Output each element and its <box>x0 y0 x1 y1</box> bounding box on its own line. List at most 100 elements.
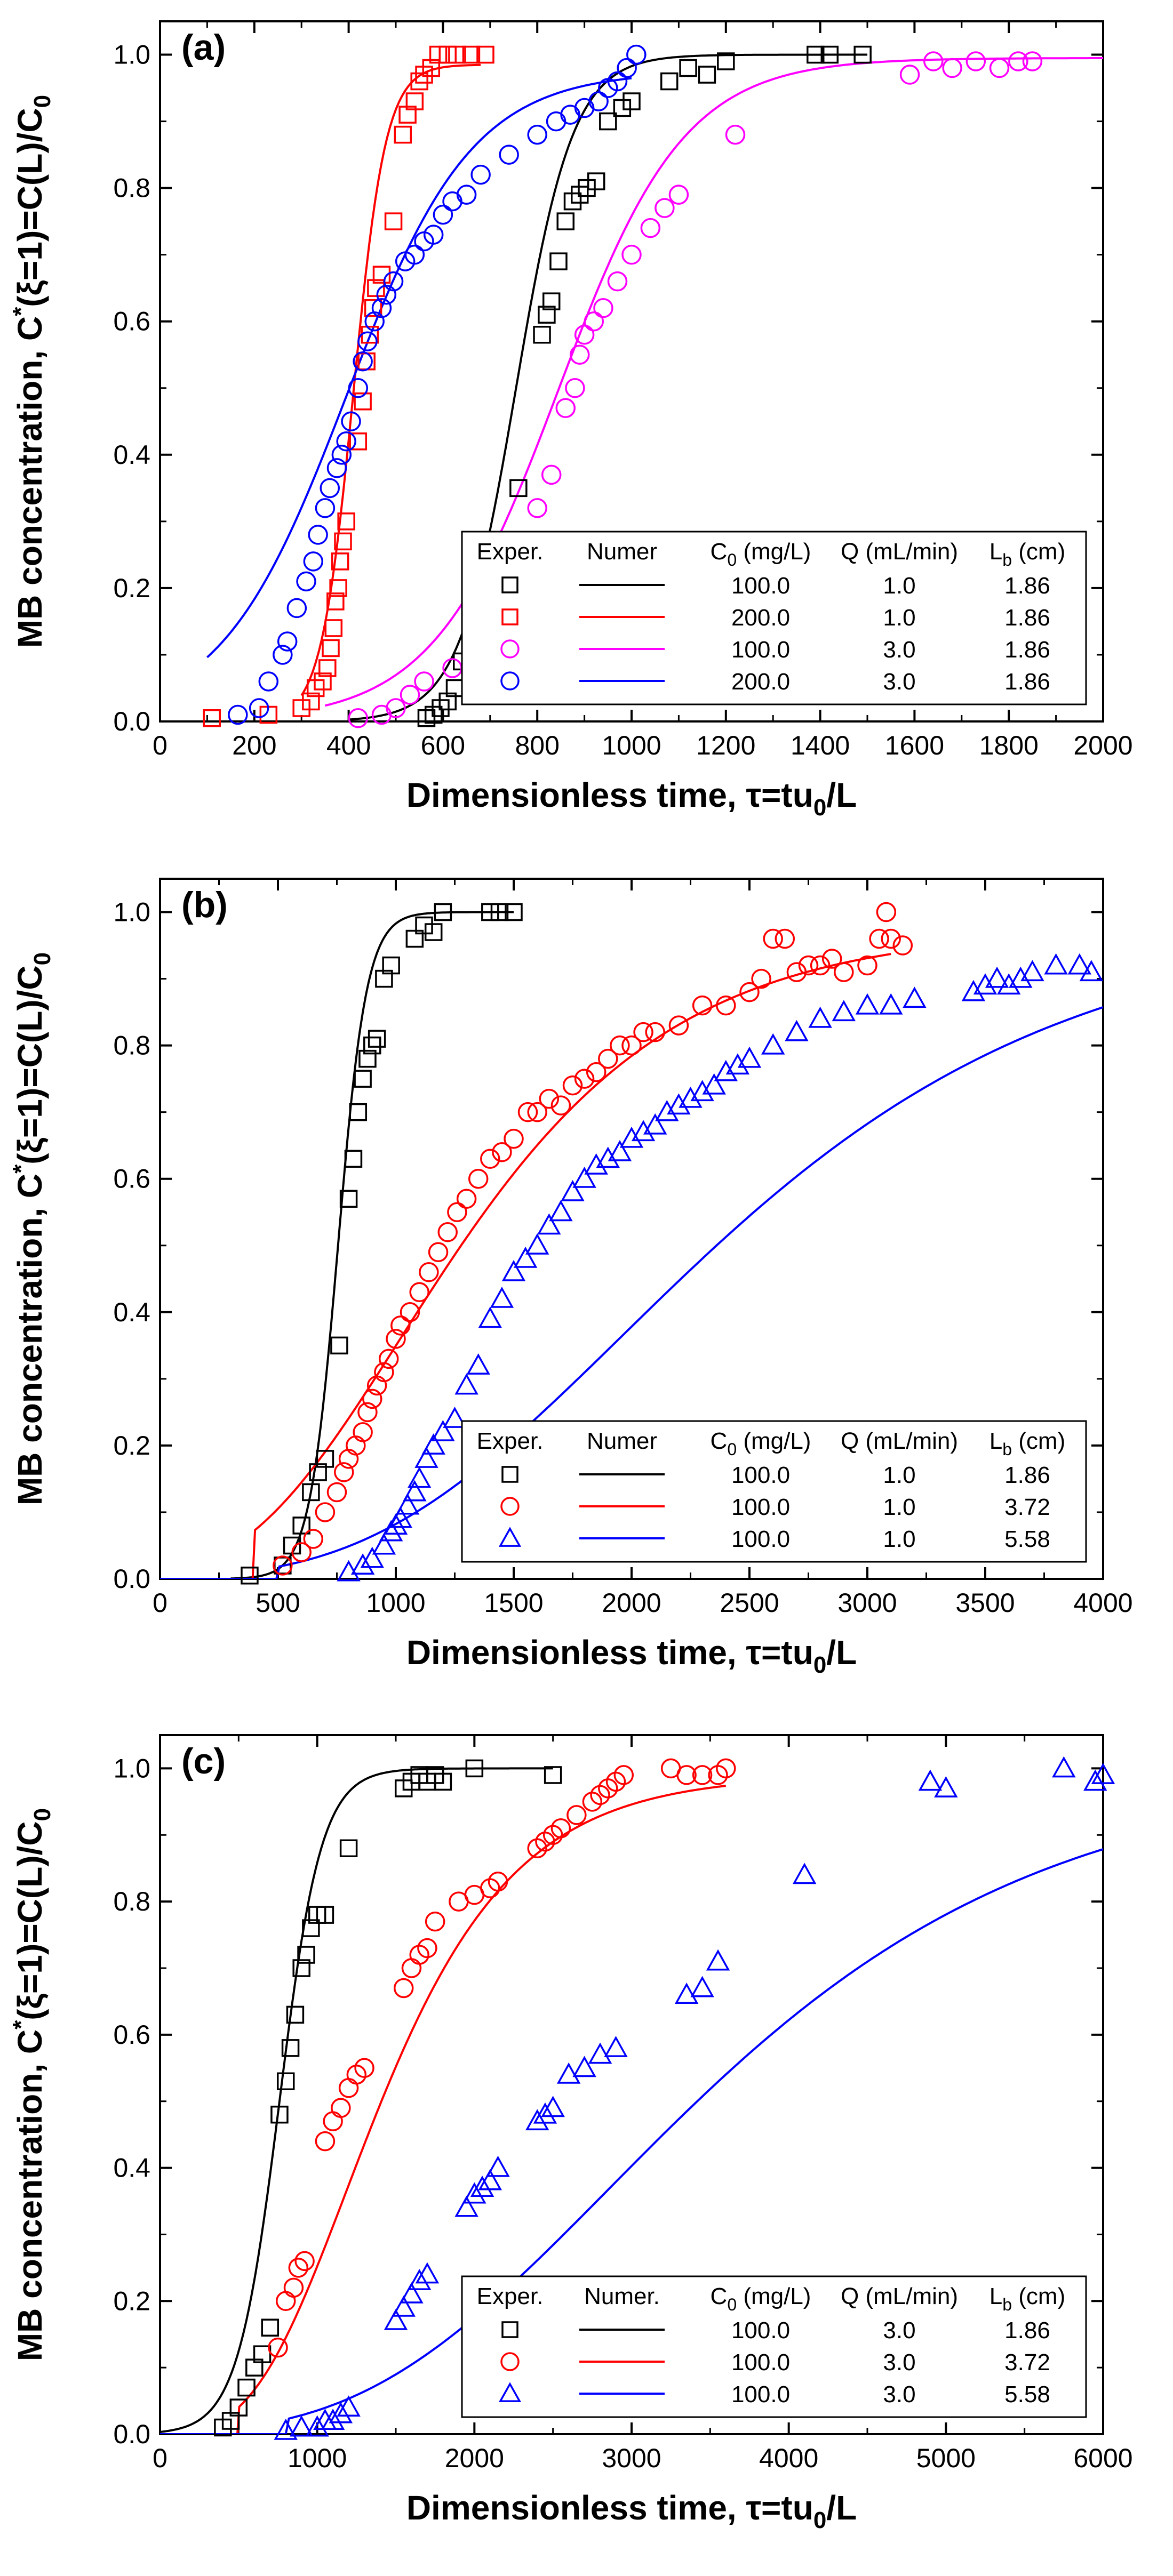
data-point <box>274 2418 298 2440</box>
data-point <box>383 271 404 292</box>
data-point <box>792 1863 817 1884</box>
data-point <box>590 1785 610 1805</box>
data-point <box>527 1102 547 1122</box>
legend-lb: 5.58 <box>1004 1526 1050 1552</box>
data-point <box>596 1146 620 1168</box>
data-point <box>423 224 444 245</box>
data-point <box>549 1200 573 1222</box>
data-point <box>348 708 369 728</box>
data-point <box>574 1069 595 1089</box>
data-point <box>645 1022 665 1042</box>
data-point <box>546 111 566 132</box>
data-point <box>1083 1769 1107 1791</box>
data-point <box>586 1062 607 1082</box>
legend-marker <box>501 576 518 593</box>
data-point <box>429 45 448 64</box>
data-point <box>337 1560 361 1582</box>
data-point <box>725 1053 750 1075</box>
data-point <box>517 1102 538 1122</box>
data-point <box>329 2402 353 2423</box>
data-point <box>617 58 637 78</box>
data-point <box>357 331 378 351</box>
data-point <box>1079 960 1104 982</box>
data-point <box>273 1555 293 1576</box>
data-point <box>286 598 307 619</box>
data-point <box>283 2277 304 2298</box>
data-point <box>505 903 523 921</box>
legend-header-exper: Exper. <box>477 1428 544 1454</box>
data-point <box>763 928 783 949</box>
data-point <box>403 1480 427 1502</box>
y-tick-label: 0.4 <box>113 1297 150 1327</box>
data-point <box>268 2337 288 2358</box>
x-tick-label: 3500 <box>955 1588 1015 1618</box>
x-tick-label: 1500 <box>484 1588 543 1618</box>
data-point <box>350 1553 375 1575</box>
data-point <box>692 995 713 1016</box>
data-point <box>454 2195 478 2217</box>
data-point <box>386 1329 406 1349</box>
x-tick-label: 3000 <box>602 2443 661 2473</box>
data-point <box>315 2131 336 2152</box>
x-tick-label: 4000 <box>1073 1588 1132 1618</box>
data-point <box>297 1946 315 1964</box>
data-point <box>668 184 689 205</box>
chart-panel-3: 0 1000 2000 3000 4000 5000 6000 0.0 0.2 0.4 0.6 0.8… <box>8 1734 1133 2533</box>
legend-lb: 1.86 <box>1004 573 1050 599</box>
data-point <box>321 2409 345 2430</box>
data-point <box>354 392 372 411</box>
data-point <box>607 271 628 292</box>
series-curve-2 <box>300 63 481 696</box>
data-point <box>386 698 406 718</box>
legend-marker <box>501 1466 518 1483</box>
data-point <box>574 98 595 118</box>
legend-lb: 3.72 <box>1004 1494 1050 1520</box>
data-point <box>390 1315 411 1336</box>
data-point <box>923 51 944 71</box>
data-point <box>1067 953 1092 975</box>
data-point <box>613 99 632 117</box>
data-point <box>367 279 385 297</box>
data-point <box>480 1878 500 1898</box>
data-point <box>336 431 356 452</box>
data-point <box>876 902 897 922</box>
data-point <box>934 1776 958 1797</box>
data-point <box>407 2268 432 2290</box>
data-point <box>578 179 596 197</box>
data-point <box>338 2077 359 2098</box>
data-point <box>382 956 400 975</box>
data-point <box>490 1286 514 1308</box>
x-tick-label: 2000 <box>602 1588 661 1618</box>
data-point <box>315 498 336 518</box>
data-point <box>353 1422 373 1442</box>
data-point <box>360 1546 385 1568</box>
legend-marker <box>498 2382 522 2402</box>
legend-box <box>461 531 1087 705</box>
data-point <box>326 1482 347 1503</box>
data-point <box>692 1765 713 1785</box>
data-point <box>329 579 347 597</box>
data-point <box>417 1938 437 1959</box>
y-tick-label: 0.0 <box>113 707 150 736</box>
data-point <box>428 1242 449 1263</box>
data-point <box>598 1778 618 1799</box>
data-point <box>270 2105 289 2124</box>
x-tick-label: 3000 <box>837 1588 897 1618</box>
x-tick-label: 0 <box>153 2443 167 2473</box>
data-point <box>533 325 551 344</box>
legend-header-c0: C0 (mg/L) <box>711 1428 811 1459</box>
legend-marker <box>500 1497 520 1516</box>
data-point <box>302 1919 320 1937</box>
data-point <box>414 671 434 692</box>
data-point <box>961 980 986 1001</box>
data-point <box>302 1483 320 1502</box>
data-point <box>303 551 324 572</box>
legend-header-exper: Exper. <box>477 539 544 565</box>
data-point <box>544 1766 562 1784</box>
legend-q: 1.0 <box>883 573 915 599</box>
data-point <box>337 2395 361 2417</box>
data-point <box>393 1978 414 1999</box>
data-point <box>364 299 382 317</box>
data-point <box>607 71 628 92</box>
data-point <box>1091 1763 1115 1784</box>
